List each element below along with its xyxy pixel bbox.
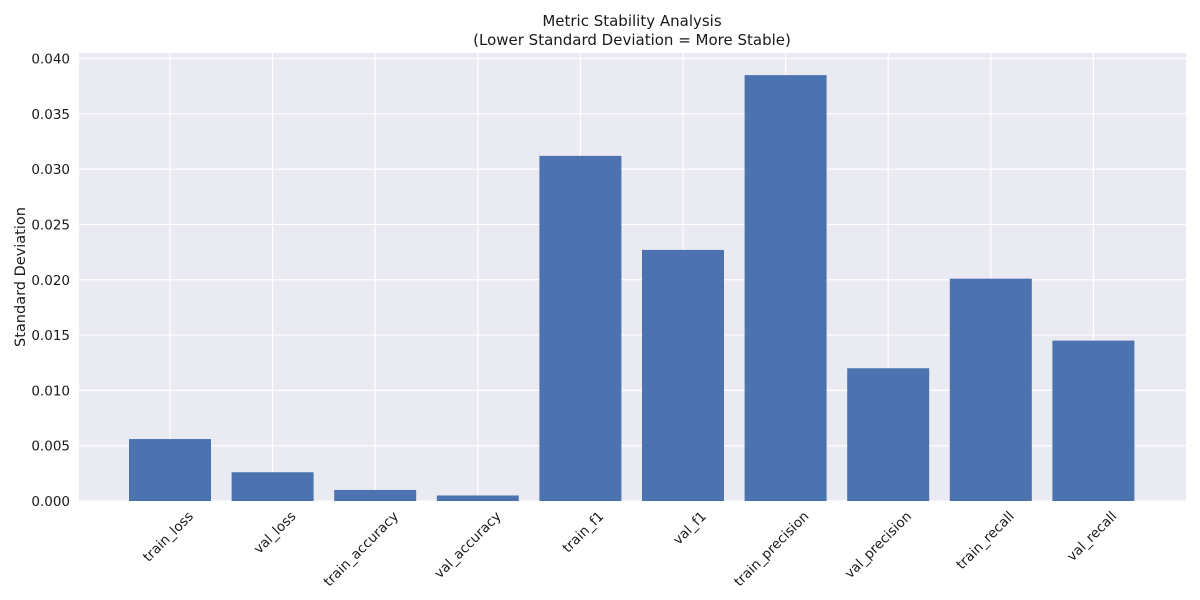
x-tick-label: val_accuracy bbox=[431, 509, 504, 582]
bar-val-precision bbox=[847, 368, 930, 501]
x-tick-label: val_precision bbox=[842, 509, 915, 582]
x-tick-label: train_accuracy bbox=[321, 509, 402, 590]
y-axis-label: Standard Deviation bbox=[13, 207, 29, 347]
x-tick-label: train_f1 bbox=[559, 509, 607, 557]
bar-train-loss bbox=[129, 439, 211, 501]
y-tick-label: 0.005 bbox=[31, 439, 70, 455]
bars bbox=[129, 75, 1135, 501]
x-tick-label: train_loss bbox=[140, 509, 197, 566]
chart-title: Metric Stability Analysis bbox=[542, 12, 722, 30]
y-axis-ticks: 0.000 0.005 0.010 0.015 0.020 0.025 0.030 0.035… bbox=[31, 52, 70, 510]
y-tick-label: 0.030 bbox=[31, 162, 70, 178]
chart-subtitle: (Lower Standard Deviation = More Stable) bbox=[473, 31, 791, 49]
x-tick-label: train_recall bbox=[953, 509, 1017, 573]
x-tick-label: val_recall bbox=[1064, 509, 1120, 565]
bar-val-f1 bbox=[642, 249, 724, 501]
bar-train-accuracy bbox=[334, 489, 417, 501]
bar-val-accuracy bbox=[436, 495, 519, 501]
bar-val-recall bbox=[1052, 340, 1135, 501]
x-tick-label: train_precision bbox=[731, 509, 812, 590]
y-tick-label: 0.010 bbox=[31, 383, 70, 399]
y-tick-label: 0.040 bbox=[31, 52, 70, 68]
x-tick-label: val_f1 bbox=[670, 509, 710, 549]
bar-val-loss bbox=[231, 472, 314, 501]
y-tick-label: 0.015 bbox=[31, 328, 70, 344]
x-tick-label: val_loss bbox=[251, 509, 300, 558]
y-tick-label: 0.020 bbox=[31, 273, 70, 289]
y-tick-label: 0.025 bbox=[31, 217, 70, 233]
bar-train-f1 bbox=[539, 155, 622, 501]
y-tick-label: 0.000 bbox=[31, 494, 70, 510]
x-axis-ticks: train_loss val_loss train_accuracy val_accu… bbox=[140, 509, 1120, 590]
bar-train-precision bbox=[744, 75, 827, 501]
bar-train-recall bbox=[949, 278, 1032, 501]
y-tick-label: 0.035 bbox=[31, 107, 70, 123]
